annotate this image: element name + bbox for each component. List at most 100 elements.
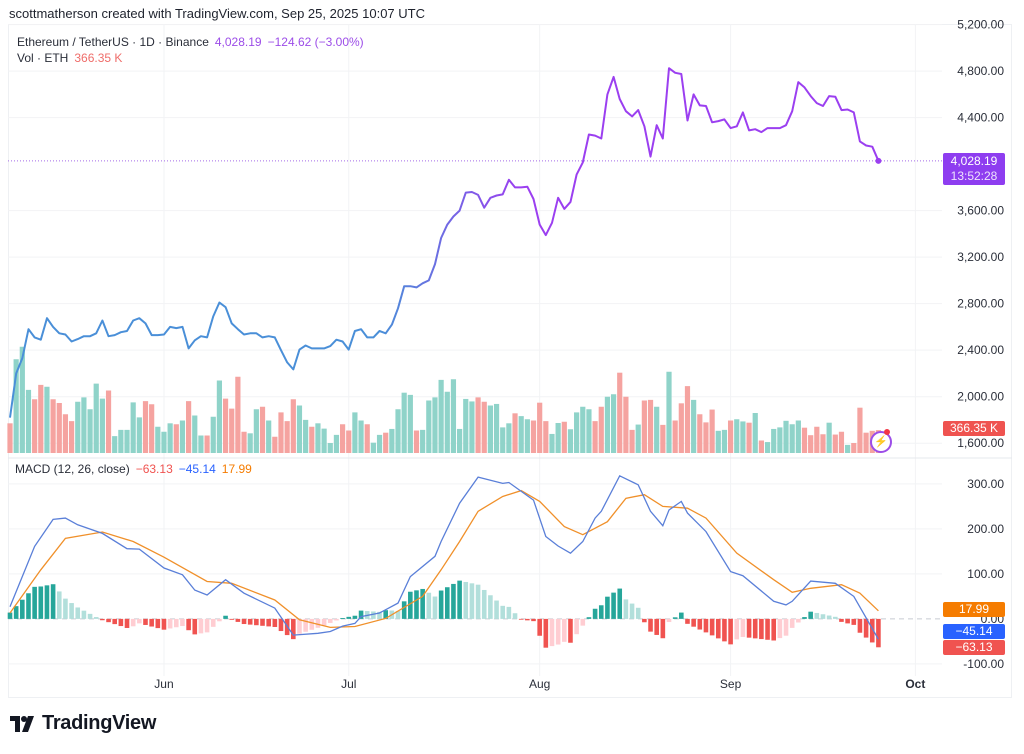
macd-histogram-bar — [432, 596, 438, 619]
macd-histogram-bar — [260, 618, 265, 626]
volume-bar — [38, 384, 44, 453]
volume-legend-label[interactable]: Vol · ETH — [17, 51, 69, 65]
volume-bar — [179, 420, 186, 453]
volume-bar — [500, 427, 506, 453]
macd-histogram-bar — [839, 618, 844, 622]
macd-histogram-bar — [303, 618, 308, 632]
macd-histogram-bar — [93, 617, 99, 619]
volume-bar — [518, 416, 524, 453]
volume-bar — [567, 429, 574, 453]
volume-bar — [296, 405, 303, 453]
volume-bar — [826, 422, 832, 453]
macd-histogram-bar — [697, 618, 703, 630]
volume-bar — [321, 428, 327, 453]
macd-histogram-bar — [642, 618, 647, 623]
macd-histogram-bar — [26, 593, 31, 619]
macd-histogram-bar — [291, 618, 296, 640]
macd-histogram-bar — [586, 617, 592, 619]
macd-histogram-bar — [709, 618, 715, 636]
price-tick-label: 4,800.00 — [957, 64, 1004, 78]
price-series — [8, 67, 942, 418]
macd-histogram-bar — [783, 618, 789, 636]
volume-bar — [635, 424, 641, 453]
macd-histogram-bar — [315, 618, 321, 628]
volume-bar — [290, 399, 296, 453]
volume-bar — [845, 444, 851, 453]
macd-legend-label[interactable]: MACD (12, 26, close) — [15, 462, 130, 476]
volume-bar — [383, 432, 389, 453]
volume-bar — [266, 420, 272, 453]
time-tick-label: Aug — [529, 677, 550, 691]
volume-bar — [746, 422, 752, 453]
volume-bar — [832, 434, 838, 453]
volume-bar — [376, 434, 383, 453]
volume-bar — [229, 408, 235, 453]
macd-histogram-bar — [241, 618, 247, 625]
macd-histogram-bar — [463, 581, 469, 619]
macd-histogram-bar — [414, 590, 419, 619]
macd-histogram-bar — [223, 615, 228, 619]
volume-bar — [715, 430, 721, 453]
volume-bar — [315, 423, 321, 453]
volume-bar — [192, 415, 198, 453]
macd-legend-hist: −63.13 — [135, 462, 173, 476]
legend-price: 4,028.19 — [214, 35, 262, 49]
grid-lines — [8, 24, 942, 676]
macd-histogram-bar — [124, 618, 130, 628]
volume-bar — [247, 433, 253, 453]
macd-histogram-bar — [820, 614, 826, 619]
volume-bar — [450, 379, 457, 453]
volume-bar — [598, 406, 604, 453]
price-tick-label: 3,200.00 — [957, 250, 1004, 264]
macd-histogram-bar — [383, 610, 388, 619]
macd-histogram-bar — [180, 618, 185, 627]
volume-bar — [764, 442, 771, 453]
macd-series — [7, 474, 881, 648]
symbol-title[interactable]: Ethereum / TetherUS · 1D · Binance — [17, 35, 209, 49]
macd-histogram-bar — [401, 601, 407, 619]
macd-histogram-bar — [254, 618, 259, 626]
volume-bar — [783, 420, 789, 453]
volume-bar — [703, 422, 709, 453]
volume-bar — [352, 412, 358, 453]
volume-bar — [481, 401, 487, 453]
volume-bar — [333, 434, 340, 453]
macd-legend-signal: 17.99 — [221, 462, 252, 476]
macd-histogram-bar — [217, 618, 222, 622]
macd-histogram-bar — [759, 618, 764, 640]
volume-bar — [660, 424, 666, 453]
macd-histogram-bar — [395, 610, 401, 619]
volume-bar — [530, 420, 537, 453]
volume-bar — [389, 428, 395, 453]
macd-histogram-bar — [13, 606, 19, 619]
macd-histogram-bar — [438, 590, 444, 619]
macd-histogram-bar — [851, 618, 857, 625]
macd-histogram-bar — [204, 618, 210, 633]
macd-histogram-bar — [7, 612, 13, 619]
volume-bar — [278, 412, 284, 453]
tradingview-logo: TradingView — [10, 712, 156, 735]
price-tick-label: 5,200.00 — [957, 18, 1004, 32]
lightning-alert-icon[interactable]: ⚡ — [870, 431, 892, 453]
macd-histogram-bar — [112, 618, 118, 625]
volume-bar — [555, 423, 561, 453]
volume-bar — [56, 403, 62, 453]
volume-bar — [186, 401, 192, 453]
volume-bar — [68, 421, 75, 453]
macd-histogram-bar — [734, 618, 740, 640]
volume-bar — [672, 420, 678, 453]
macd-histogram-bar — [346, 616, 352, 619]
macd-histogram-bar — [81, 610, 87, 619]
macd-histogram-bar — [167, 618, 173, 629]
macd-histogram-bar — [857, 618, 863, 633]
volume-bar — [647, 399, 654, 453]
volume-bar — [81, 397, 87, 453]
price-tick-label: 3,600.00 — [957, 204, 1004, 218]
macd-histogram-bar — [444, 587, 450, 619]
volume-bar — [734, 419, 740, 453]
macd-histogram-bar — [648, 618, 653, 632]
volume-bar — [610, 394, 617, 453]
macd-legend-macd: −45.14 — [178, 462, 216, 476]
macd-histogram-bar — [543, 618, 549, 648]
